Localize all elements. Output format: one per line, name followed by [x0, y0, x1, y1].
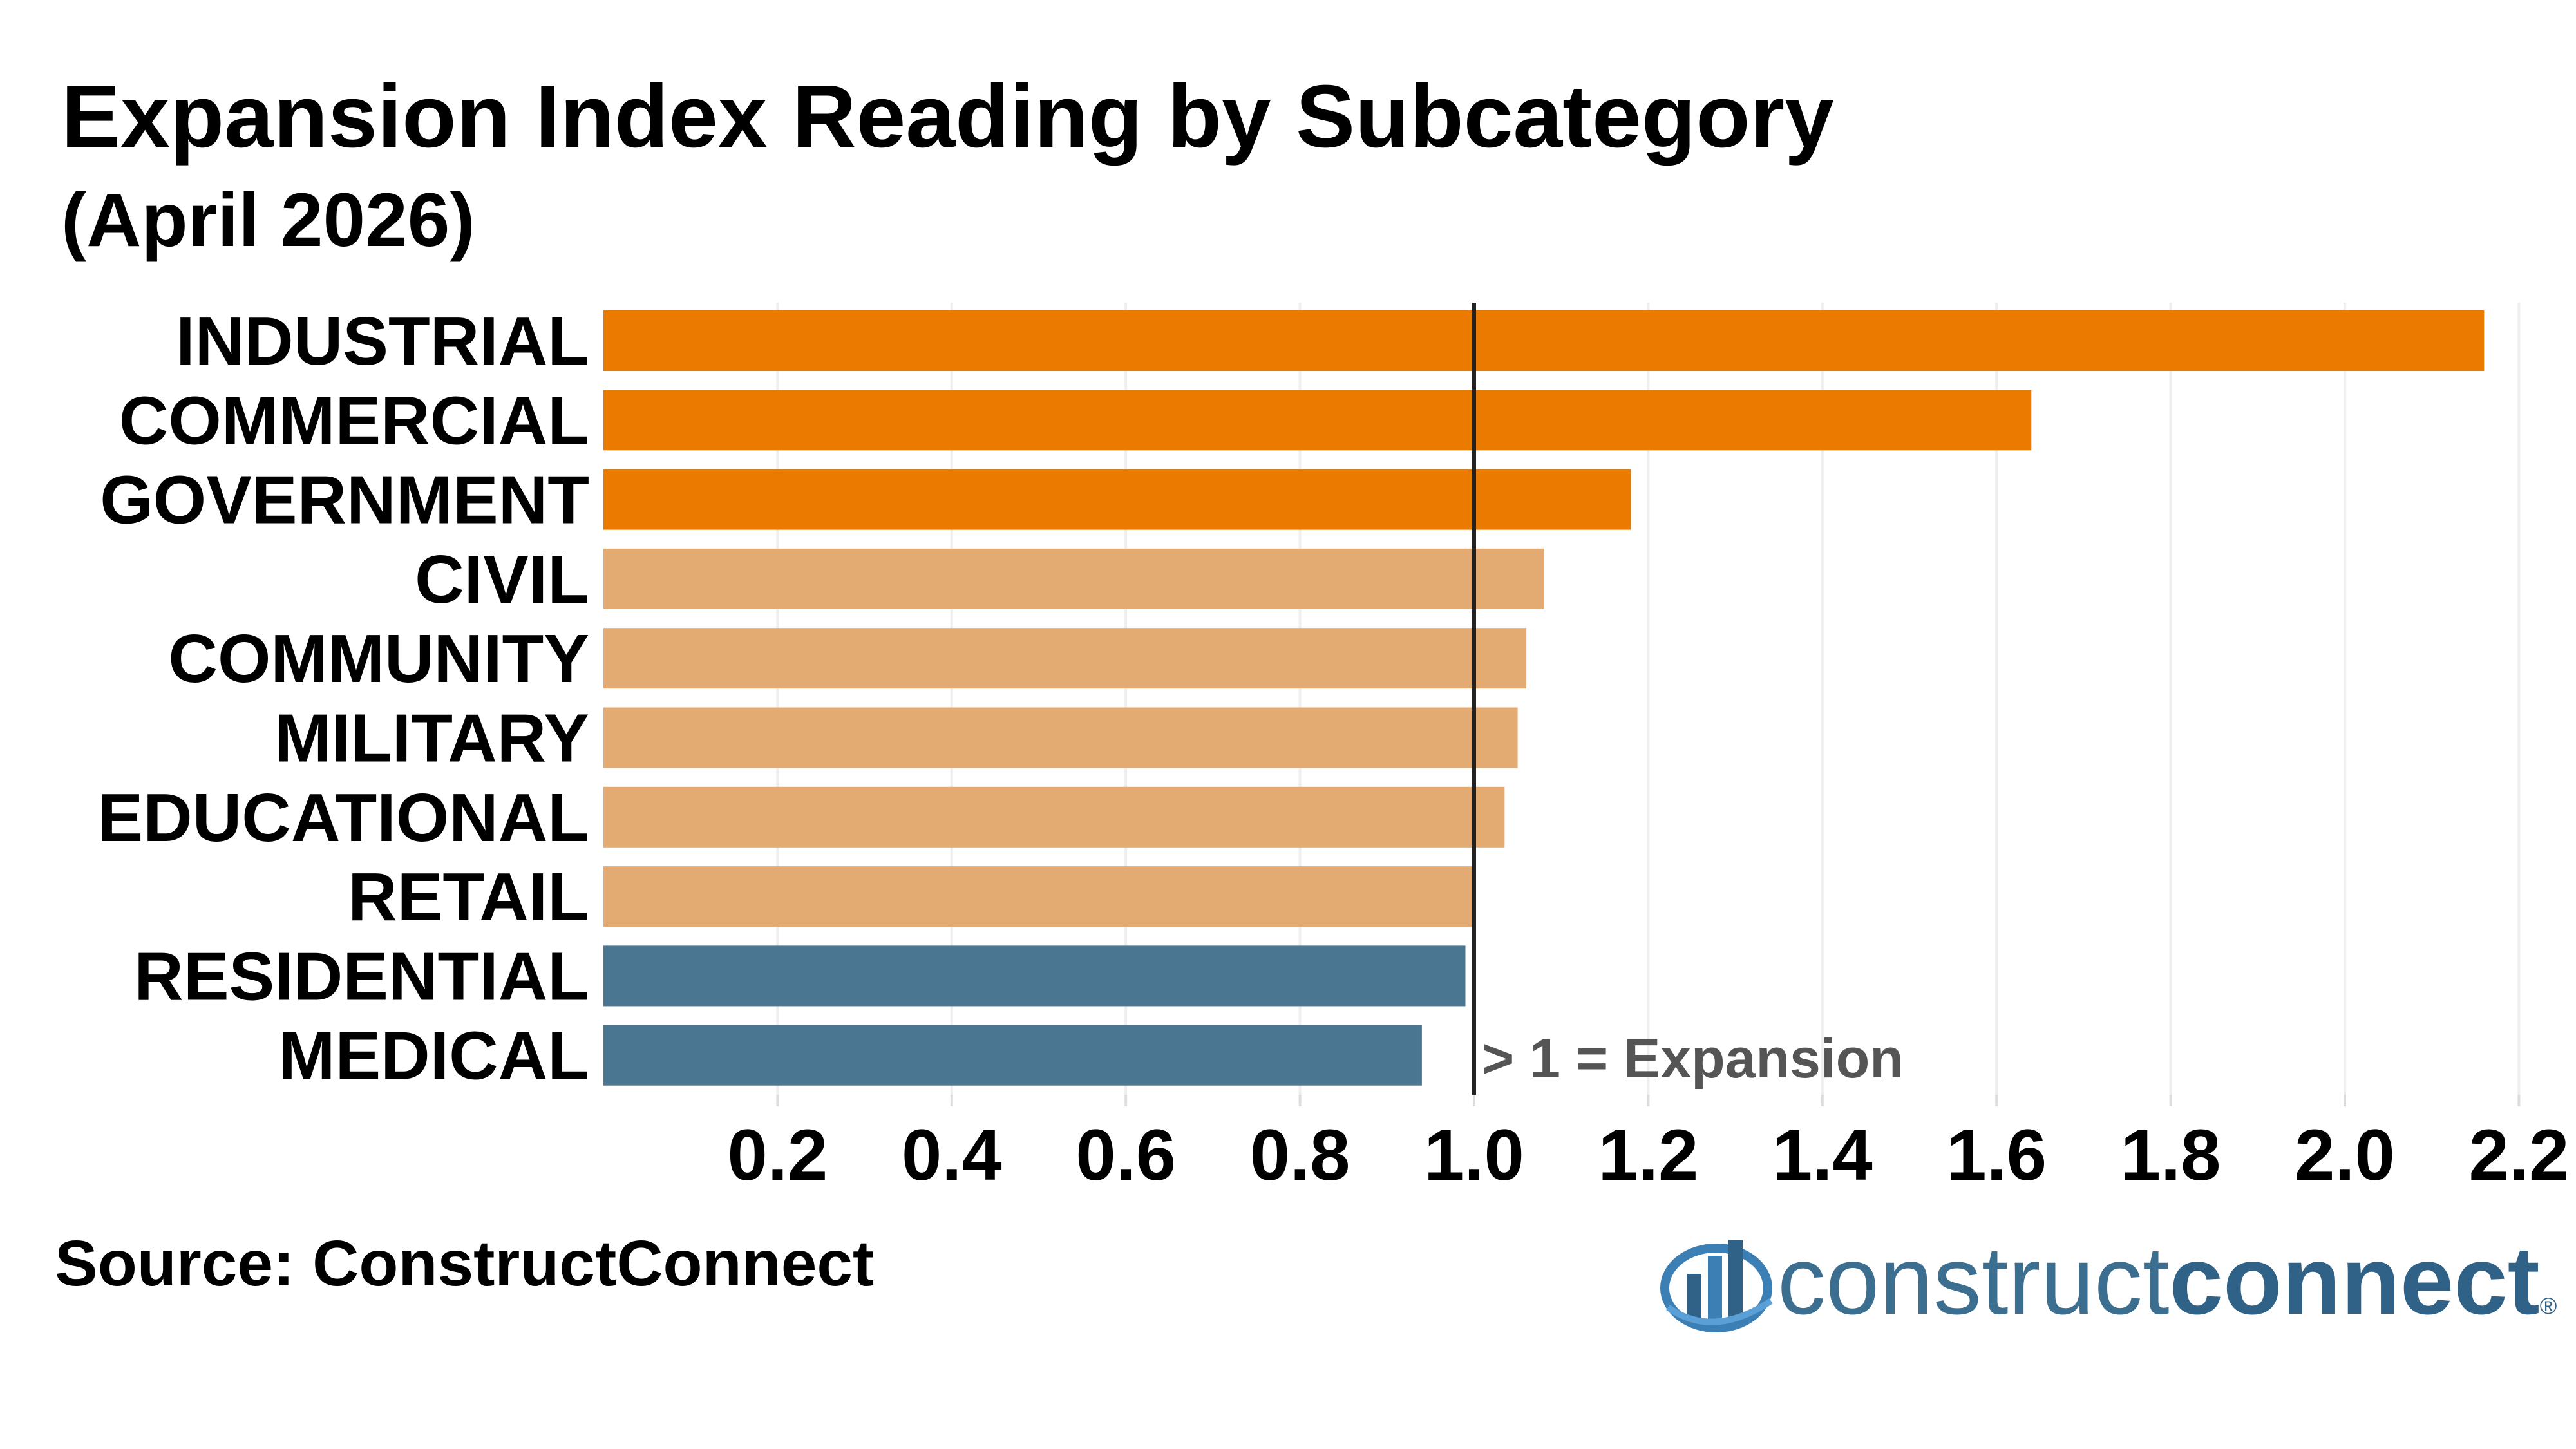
x-tick-label: 0.4 [902, 1115, 1002, 1195]
reference-annotation: > 1 = Expansion [1482, 1028, 1904, 1090]
bar-community [603, 628, 1527, 689]
chart-subtitle: (April 2026) [61, 178, 475, 263]
chart-title: Expansion Index Reading by Subcategory [61, 67, 1834, 166]
category-label-government: GOVERNMENT [100, 462, 589, 538]
reference-line-group: > 1 = Expansion [1472, 303, 1904, 1095]
bar-commercial [603, 390, 2032, 451]
category-label-educational: EDUCATIONAL [97, 780, 589, 856]
bar-residential [603, 945, 1466, 1007]
bars [603, 310, 2485, 1086]
x-tick-label: 1.2 [1598, 1115, 1699, 1195]
x-tick-label: 0.8 [1250, 1115, 1350, 1195]
logo-part-construct: construct [1777, 1226, 2170, 1334]
bar-retail [603, 866, 1474, 927]
category-label-medical: MEDICAL [278, 1018, 589, 1094]
category-label-community: COMMUNITY [168, 621, 589, 697]
logo-part-connect: connect [2170, 1226, 2540, 1334]
category-label-retail: RETAIL [348, 859, 589, 935]
bar-civil [603, 548, 1544, 609]
constructconnect-logo: constructconnect® [1660, 1226, 2557, 1334]
category-label-commercial: COMMERCIAL [119, 383, 589, 459]
x-tick-label: 2.0 [2295, 1115, 2395, 1195]
category-label-residential: RESIDENTIAL [134, 938, 589, 1014]
category-label-military: MILITARY [274, 701, 589, 777]
bar-industrial [603, 310, 2485, 371]
bar-government [603, 469, 1631, 530]
source-note: Source: ConstructConnect [55, 1227, 874, 1300]
x-tick-label: 1.0 [1424, 1115, 1524, 1195]
bar-military [603, 707, 1518, 768]
x-tick-label: 2.2 [2469, 1115, 2570, 1195]
category-labels: INDUSTRIALCOMMERCIALGOVERNMENTCIVILCOMMU… [97, 303, 589, 1094]
logo-registered-mark: ® [2540, 1293, 2557, 1319]
x-tick-label: 1.4 [1772, 1115, 1873, 1195]
category-label-civil: CIVIL [415, 542, 589, 618]
bar-educational [603, 786, 1505, 848]
x-tick-label: 0.2 [728, 1115, 828, 1195]
bar-medical [603, 1025, 1422, 1086]
x-tick-label: 1.8 [2121, 1115, 2221, 1195]
logo-wordmark: constructconnect® [1777, 1226, 2557, 1334]
x-tick-label: 0.6 [1075, 1115, 1176, 1195]
category-label-industrial: INDUSTRIAL [176, 303, 589, 379]
bar-chart-globe-logo-icon [1660, 1240, 1773, 1332]
x-axis-ticks: 0.2 0.4 0.6 0.8 1.0 1.2 1.4 1.6 1.8 2.0 2.2 [728, 1095, 2570, 1195]
x-tick-label: 1.6 [1946, 1115, 2047, 1195]
